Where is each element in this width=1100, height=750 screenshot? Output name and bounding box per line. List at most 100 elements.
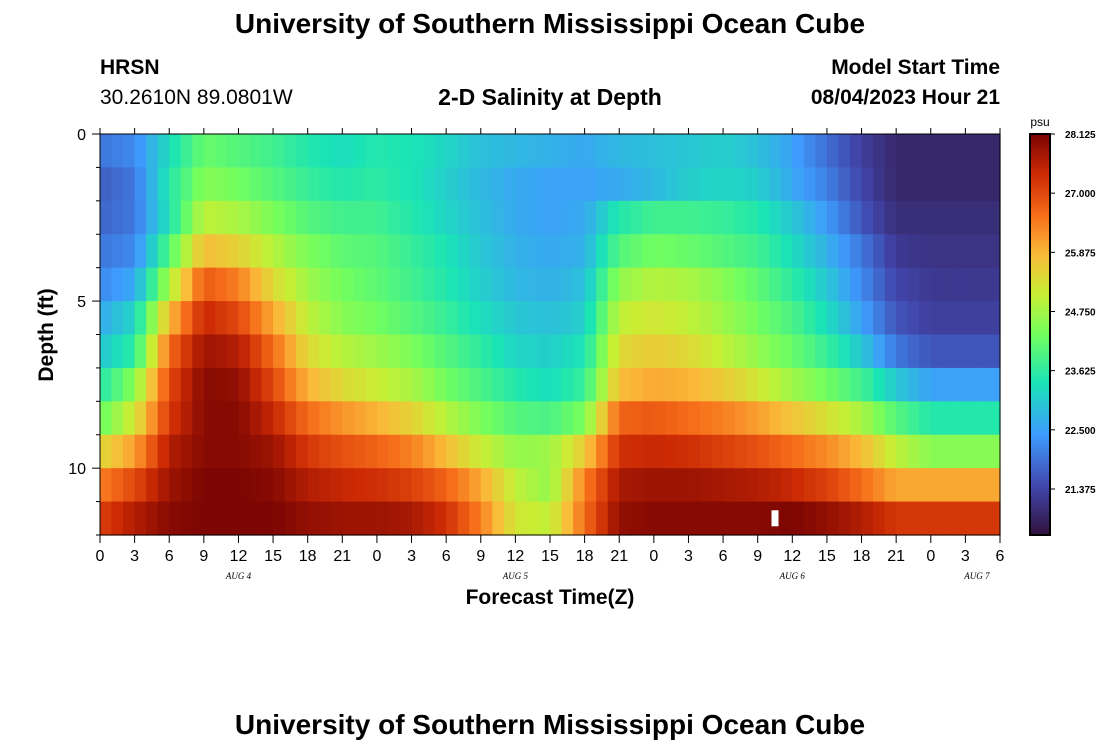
heatmap-cell	[526, 468, 540, 503]
heatmap-cell	[942, 134, 955, 169]
heatmap-cell	[815, 468, 828, 503]
heatmap-cell	[492, 301, 505, 336]
heatmap-cell	[769, 334, 782, 369]
heatmap-cell	[434, 501, 447, 536]
heatmap-cell	[919, 401, 932, 436]
heatmap-cell	[365, 234, 378, 269]
heatmap-cell	[180, 434, 193, 469]
heatmap-cell	[803, 501, 816, 536]
heatmap-cell	[988, 200, 1001, 235]
heatmap-cell	[746, 234, 759, 269]
heatmap-cell	[330, 167, 343, 202]
colorbar-unit: psu	[1030, 115, 1049, 129]
heatmap-cell	[123, 267, 136, 302]
heatmap-cell	[550, 401, 563, 436]
heatmap-cell	[250, 334, 263, 369]
heatmap-cell	[123, 301, 136, 336]
heatmap-cell	[273, 167, 286, 202]
heatmap-cell	[446, 134, 459, 169]
heatmap-cell	[988, 301, 1001, 336]
heatmap-cell	[850, 200, 863, 235]
heatmap-cell	[584, 501, 597, 536]
heatmap-cell	[388, 468, 401, 503]
heatmap-cell	[296, 134, 309, 169]
heatmap-cell	[596, 434, 609, 469]
heatmap-cell	[723, 401, 736, 436]
heatmap-cell	[446, 501, 459, 536]
heatmap-cell	[826, 301, 840, 336]
heatmap-cell	[342, 167, 355, 202]
heatmap-cell	[873, 134, 886, 169]
heatmap-cell	[676, 234, 690, 269]
heatmap-cell	[284, 234, 297, 269]
heatmap-cell	[873, 301, 886, 336]
heatmap-cell	[930, 501, 943, 536]
heatmap-cell	[446, 267, 459, 302]
heatmap-cell	[803, 334, 816, 369]
heatmap-cell	[457, 267, 470, 302]
heatmap-cell	[723, 200, 736, 235]
heatmap-cell	[688, 367, 701, 402]
heatmap-cell	[976, 200, 990, 235]
heatmap-cell	[434, 468, 447, 503]
heatmap-cell	[492, 501, 505, 536]
heatmap-cell	[953, 468, 966, 503]
heatmap-cell	[919, 267, 932, 302]
heatmap-cell	[123, 401, 136, 436]
heatmap-cell	[930, 134, 943, 169]
heatmap-cell	[434, 167, 447, 202]
heatmap-cell	[953, 434, 966, 469]
heatmap-cell	[123, 501, 136, 536]
heatmap-cell	[780, 334, 793, 369]
heatmap-cell	[665, 401, 678, 436]
heatmap-cell	[526, 334, 540, 369]
heatmap-cell	[665, 301, 678, 336]
heatmap-cell	[873, 200, 886, 235]
heatmap-cell	[526, 134, 540, 169]
heatmap-cell	[550, 434, 563, 469]
heatmap-cell	[757, 367, 770, 402]
heatmap-cell	[192, 167, 205, 202]
heatmap-cell	[376, 401, 390, 436]
heatmap-cell	[815, 401, 828, 436]
heatmap-cell	[111, 134, 124, 169]
x-tick-label: 3	[130, 548, 139, 565]
heatmap-cell	[596, 301, 609, 336]
heatmap-cell	[723, 167, 736, 202]
heatmap-cell	[469, 267, 482, 302]
heatmap-cell	[480, 334, 493, 369]
heatmap-cell	[273, 200, 286, 235]
heatmap-cell	[711, 501, 724, 536]
heatmap-cell	[515, 301, 528, 336]
heatmap-cell	[700, 200, 713, 235]
heatmap-cell	[907, 434, 920, 469]
heatmap-cell	[965, 267, 978, 302]
heatmap-cell	[492, 167, 505, 202]
heatmap-cell	[538, 167, 551, 202]
heatmap-cell	[226, 301, 240, 336]
heatmap-cell	[169, 134, 182, 169]
heatmap-cell	[826, 200, 840, 235]
heatmap-cell	[896, 401, 909, 436]
heatmap-cell	[526, 301, 540, 336]
heatmap-cell	[884, 501, 897, 536]
x-tick-label: 6	[165, 548, 174, 565]
heatmap-cell	[226, 334, 240, 369]
heatmap-cell	[665, 367, 678, 402]
heatmap-cell	[676, 434, 690, 469]
heatmap-cell	[838, 468, 851, 503]
heatmap-cell	[180, 334, 193, 369]
heatmap-cell	[953, 334, 966, 369]
heatmap-cell	[884, 301, 897, 336]
heatmap-cell	[250, 134, 263, 169]
heatmap-cell	[850, 367, 863, 402]
heatmap-cell	[688, 134, 701, 169]
heatmap-cell	[723, 301, 736, 336]
heatmap-cell	[688, 234, 701, 269]
heatmap-cell	[284, 167, 297, 202]
heatmap-cell	[607, 334, 620, 369]
heatmap-cell	[642, 301, 655, 336]
heatmap-cell	[134, 200, 147, 235]
heatmap-cell	[250, 401, 263, 436]
heatmap-cell	[515, 200, 528, 235]
